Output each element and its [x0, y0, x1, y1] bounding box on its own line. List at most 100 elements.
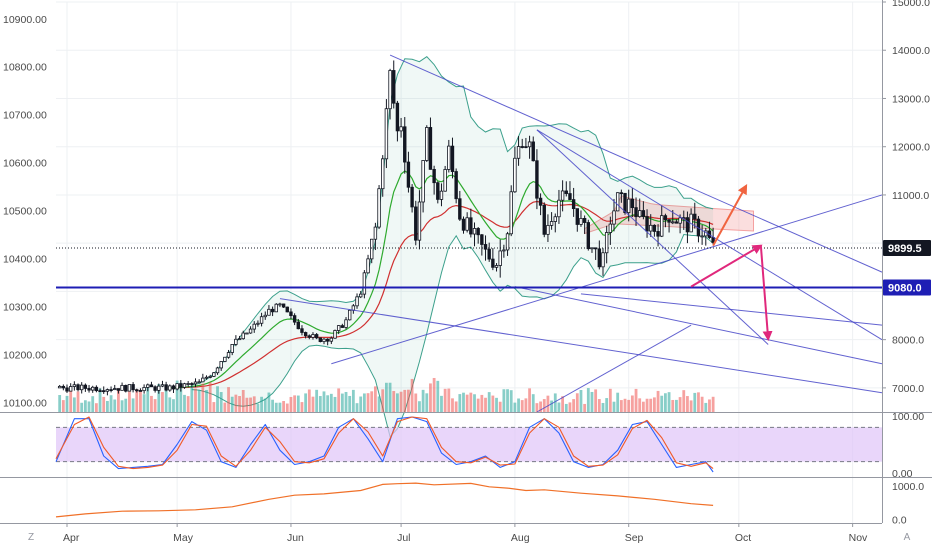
volume-bar [72, 397, 76, 412]
volume-bar [612, 401, 616, 412]
volume-bar [135, 389, 139, 412]
volume-bar [660, 395, 664, 412]
volume-bar [689, 400, 693, 412]
volume-bar [675, 399, 678, 412]
candle-down [454, 171, 458, 200]
volume-bar [230, 396, 234, 412]
volume-bar [102, 396, 106, 412]
candle-down [164, 384, 168, 391]
candle-down [98, 390, 102, 393]
right-axis-tick: 12000.0 [892, 142, 930, 154]
month-label: Jul [397, 532, 410, 544]
candle-down [436, 182, 440, 200]
candle-down [450, 145, 455, 172]
candle-down [153, 386, 157, 391]
volume-bar [98, 388, 102, 412]
volume-bar [429, 383, 432, 412]
volume-bar [616, 392, 620, 412]
candle-up [252, 323, 256, 330]
candle-up [700, 235, 704, 238]
volume-bar [645, 398, 649, 412]
volume-bar [109, 395, 113, 412]
candle-down [124, 384, 128, 392]
right-axis-tick: 8000.0 [892, 335, 924, 347]
candle-down [667, 219, 671, 223]
candle-down [542, 204, 546, 235]
candle-down [469, 217, 473, 235]
volume-bar [443, 388, 447, 412]
left-axis-tick: 10900.00 [3, 14, 47, 26]
right-axis-tick: 11000.0 [892, 190, 929, 202]
lower-axis-tick: 0.0 [892, 515, 907, 527]
candle-down [307, 335, 312, 338]
volume-bar [340, 393, 344, 412]
volume-bar [638, 398, 642, 412]
candle-up [560, 190, 565, 201]
candle-up [245, 332, 249, 335]
candle-down [325, 338, 330, 342]
volume-bar [528, 388, 531, 412]
candle-up [248, 328, 253, 334]
volume-bar [385, 382, 388, 412]
volume-bar [146, 385, 150, 412]
auto-scale-button[interactable]: A [903, 531, 911, 543]
volume-bar [605, 398, 609, 412]
volume-bar [473, 394, 476, 412]
candle-down [296, 321, 300, 330]
volume-bar [318, 396, 322, 412]
candle-up [362, 272, 367, 295]
volume-bar [396, 393, 399, 412]
volume-bar [201, 383, 205, 412]
candle-down [483, 244, 488, 250]
month-label: Aug [511, 532, 530, 544]
month-label: Nov [849, 532, 868, 544]
volume-bar [333, 396, 337, 412]
volume-bar [495, 397, 498, 412]
candle-up [333, 330, 337, 339]
candle-up [502, 249, 506, 252]
candle-down [487, 248, 491, 260]
candle-down [392, 70, 396, 104]
volume-bar [564, 403, 568, 412]
month-label: Sep [625, 532, 644, 544]
volume-bar [630, 395, 634, 412]
candle-up [366, 258, 370, 274]
month-label: Oct [735, 532, 751, 544]
volume-bar [128, 391, 131, 412]
trendline-lower-2 [580, 293, 883, 326]
volume-bar [94, 403, 98, 412]
volume-bar [557, 402, 561, 412]
candle-up [615, 192, 620, 212]
candle-down [491, 258, 495, 268]
volume-bar [216, 386, 219, 412]
candle-up [381, 158, 385, 190]
volume-bar [304, 393, 308, 412]
candle-up [601, 252, 605, 268]
candle-up [267, 308, 271, 316]
volume-bar [550, 400, 553, 412]
volume-bar [172, 399, 175, 412]
candle-up [336, 325, 341, 331]
volume-bar [80, 402, 84, 412]
volume-bar [634, 388, 638, 412]
candle-down [171, 385, 176, 390]
right-axis-tick: 15000.0 [892, 0, 930, 9]
last-price-tag: 9899.5 [888, 243, 922, 255]
volume-bar [509, 390, 513, 412]
support-price-tag: 9080.0 [888, 283, 922, 295]
candle-up [370, 238, 374, 260]
candle-down [575, 208, 579, 225]
volume-bar [542, 399, 546, 412]
candle-down [476, 228, 480, 236]
timezone-button[interactable]: Z [27, 531, 35, 543]
volume-bar [451, 398, 454, 412]
candle-down [65, 387, 69, 392]
volume-bar [392, 390, 396, 412]
volume-bar [678, 397, 682, 412]
candle-down [568, 193, 572, 200]
volume-bar [355, 403, 359, 412]
volume-bar [568, 402, 572, 412]
volume-bar [373, 386, 377, 412]
candle-up [68, 386, 73, 392]
